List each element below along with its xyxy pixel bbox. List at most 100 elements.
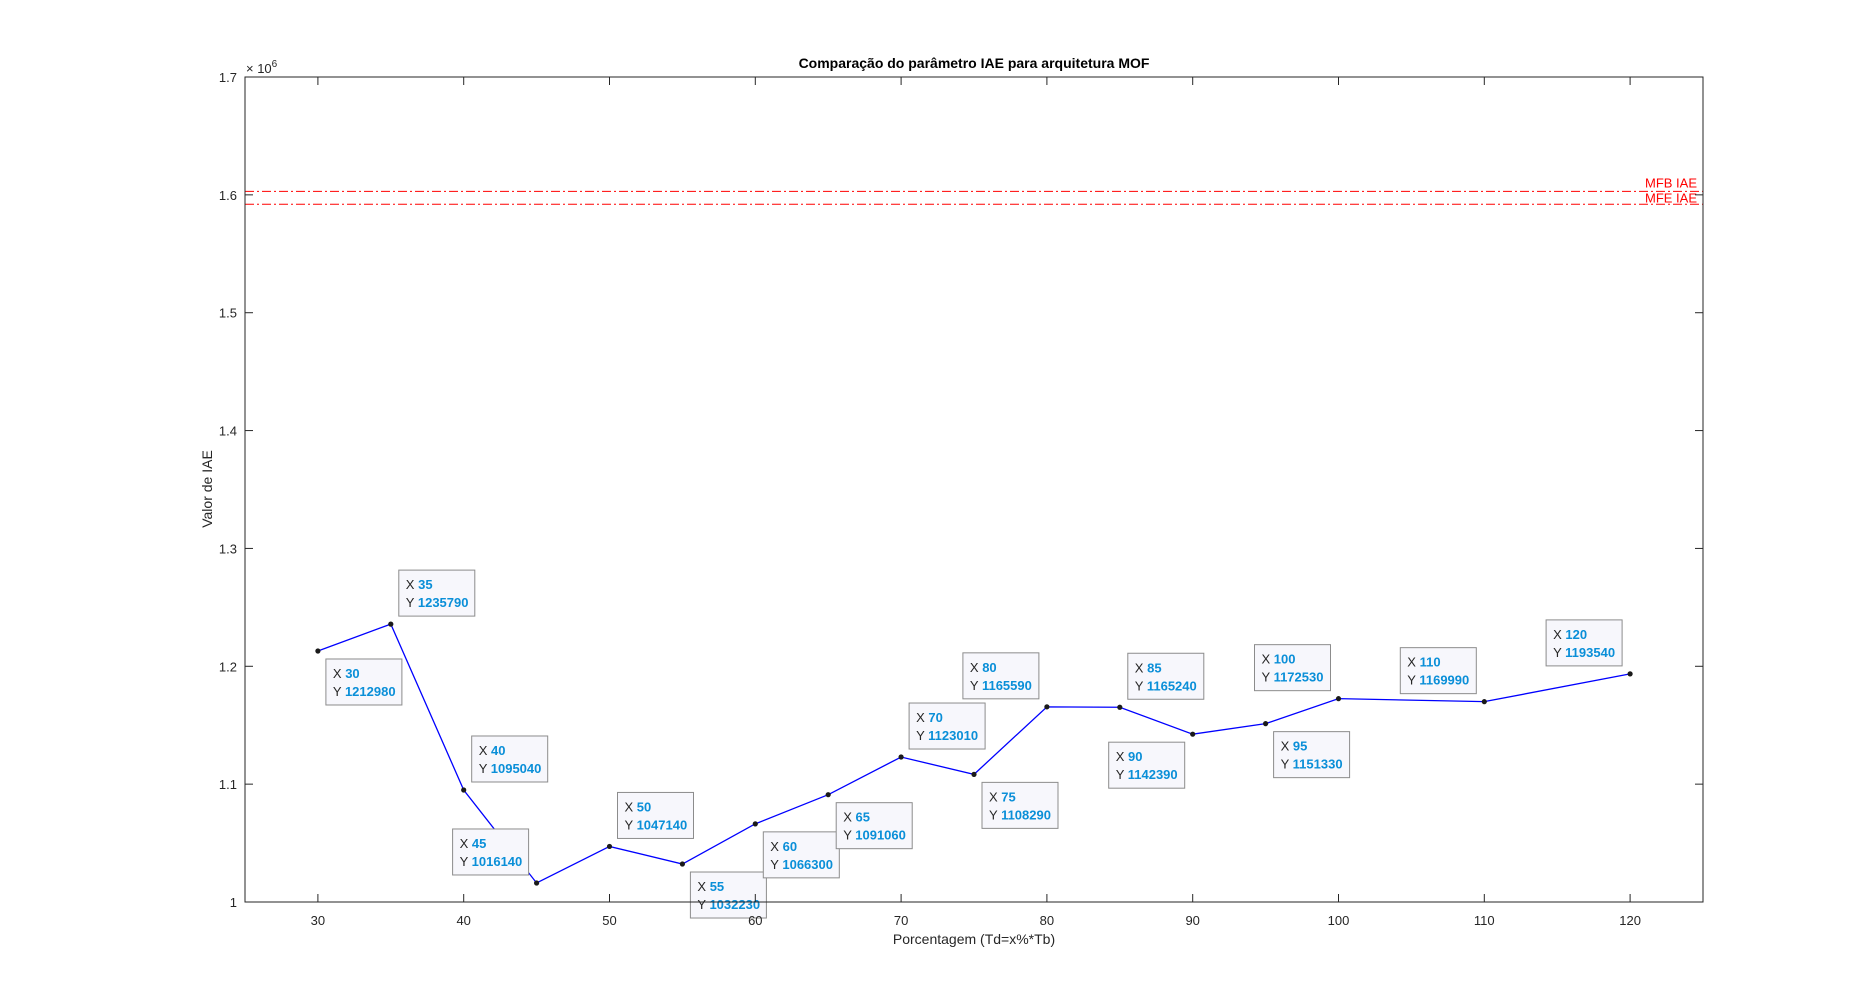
datatip[interactable]: X 35Y 1235790 — [398, 569, 476, 617]
datatip-y: Y 1108290 — [989, 807, 1051, 822]
datatip-x-value: 40 — [491, 743, 505, 758]
datatip-y: Y 1142390 — [1116, 767, 1178, 782]
data-point[interactable] — [898, 754, 904, 760]
datatip-y: Y 1047140 — [625, 817, 688, 832]
data-point[interactable] — [971, 771, 977, 777]
datatip-y-value: 1142390 — [1128, 767, 1178, 782]
datatip-y-value: 1165590 — [982, 678, 1032, 693]
datatip-y-label: Y — [1281, 757, 1293, 772]
datatip-x-label: X — [1116, 749, 1128, 764]
datatip[interactable]: X 70Y 1123010 — [908, 702, 986, 750]
datatip-box — [835, 802, 913, 850]
plot-area — [245, 77, 1703, 902]
datatip-box — [1254, 644, 1331, 692]
datatip-y-label: Y — [1116, 767, 1128, 782]
datatip-y: Y 1212980 — [333, 684, 396, 699]
datatip[interactable]: X 50Y 1047140 — [617, 791, 694, 839]
y-tick-label: 1.7 — [219, 70, 237, 85]
datatip-x: X 95 — [1281, 739, 1308, 754]
data-point[interactable] — [752, 821, 758, 827]
datatip-y-value: 1108290 — [1001, 807, 1051, 822]
y-tick-label: 1.3 — [219, 541, 237, 556]
datatip[interactable]: X 30 Y 1212980 — [325, 658, 403, 706]
data-point[interactable] — [1263, 721, 1269, 727]
datatip-x-label: X — [1281, 739, 1293, 754]
datatip[interactable]: X 85Y 1165240 — [1127, 652, 1205, 700]
datatip[interactable]: X 90Y 1142390 — [1108, 741, 1186, 789]
data-point[interactable] — [825, 792, 831, 798]
datatip-x-label: X — [625, 799, 637, 814]
x-tick-label: 80 — [1040, 913, 1054, 928]
data-point[interactable] — [1335, 696, 1342, 702]
datatip-y: Y 1095040 — [479, 761, 542, 776]
data-point[interactable] — [534, 880, 540, 886]
datatip-y-value: 1169990 — [1419, 673, 1469, 688]
data-point[interactable] — [315, 648, 321, 654]
datatip-x-value: 120 — [1565, 627, 1587, 642]
datatip[interactable]: X 45Y 1016140 — [452, 828, 530, 876]
datatip-y: Y 1172530 — [1262, 670, 1324, 685]
datatip[interactable]: X 55 Y 1032230 — [689, 871, 767, 919]
datatip-x-value: 50 — [637, 799, 651, 814]
datatip-y-label: Y — [1135, 678, 1147, 693]
x-axis-label: Porcentagem (Td=x%*Tb) — [893, 931, 1055, 947]
datatip[interactable]: X 40 Y 1095040 — [471, 735, 549, 783]
datatip-box — [981, 781, 1059, 829]
datatip-box — [1545, 619, 1623, 667]
data-point[interactable] — [1481, 699, 1487, 705]
datatip-y: Y 1165590 — [970, 678, 1032, 693]
datatip-box — [1127, 652, 1205, 700]
data-point[interactable] — [1044, 704, 1050, 710]
datatip-box — [908, 702, 986, 750]
datatip-y-value: 1193540 — [1565, 645, 1615, 660]
axes-box — [244, 76, 1704, 903]
datatip-y: Y 1066300 — [770, 857, 833, 872]
datatip-x: X 120 — [1553, 627, 1587, 642]
datatip-y-label: Y — [625, 817, 637, 832]
y-tick-label: 1 — [230, 895, 237, 910]
datatip-y-value: 1047140 — [637, 817, 688, 832]
datatip-y: Y 1032230 — [697, 897, 760, 912]
datatip-y-value: 1165240 — [1147, 678, 1197, 693]
datatip-y: Y 1165240 — [1135, 678, 1197, 693]
datatip-x-value: 90 — [1128, 749, 1142, 764]
data-point[interactable] — [1190, 731, 1196, 737]
datatip-y-value: 1016140 — [472, 854, 523, 869]
datatip-x: X 30 — [333, 666, 360, 681]
data-point[interactable] — [606, 843, 613, 850]
datatip-y-label: Y — [970, 678, 982, 693]
data-point[interactable] — [679, 861, 686, 867]
datatip[interactable]: X 95Y 1151330 — [1273, 731, 1351, 779]
datatip-y-value: 1091060 — [855, 828, 906, 843]
data-point[interactable] — [461, 787, 467, 793]
data-point[interactable] — [1627, 671, 1633, 677]
y-tick-label: 1.5 — [219, 306, 237, 321]
datatip-x-value: 100 — [1274, 652, 1296, 667]
datatip-x-label: X — [1553, 627, 1565, 642]
datatip-x-value: 30 — [345, 666, 359, 681]
datatip[interactable]: X 60Y 1066300 — [762, 831, 840, 879]
y-exponent-label: × 106 — [246, 59, 278, 76]
datatip-x: X 65 — [843, 810, 870, 825]
datatip-box — [962, 652, 1040, 700]
data-point[interactable] — [388, 621, 394, 627]
datatip-y: Y 1016140 — [460, 854, 523, 869]
x-tick-label: 50 — [602, 913, 616, 928]
datatip-y-label: Y — [333, 684, 345, 699]
chart-title: Comparação do parâmetro IAE para arquite… — [799, 55, 1150, 71]
datatip-y-value: 1032230 — [709, 897, 760, 912]
datatip-x-label: X — [916, 710, 928, 725]
datatip-x-label: X — [479, 743, 491, 758]
datatip-y-value: 1066300 — [782, 857, 833, 872]
datatip[interactable]: X 80Y 1165590 — [962, 652, 1040, 700]
data-point[interactable] — [1117, 704, 1123, 710]
x-tick-label: 90 — [1185, 913, 1199, 928]
datatip[interactable]: X 75Y 1108290 — [981, 781, 1059, 829]
datatip-x: X 40 — [479, 743, 506, 758]
datatip-x: X 55 — [697, 879, 724, 894]
x-tick-label: 100 — [1328, 913, 1350, 928]
datatip[interactable]: X 65Y 1091060 — [835, 802, 913, 850]
